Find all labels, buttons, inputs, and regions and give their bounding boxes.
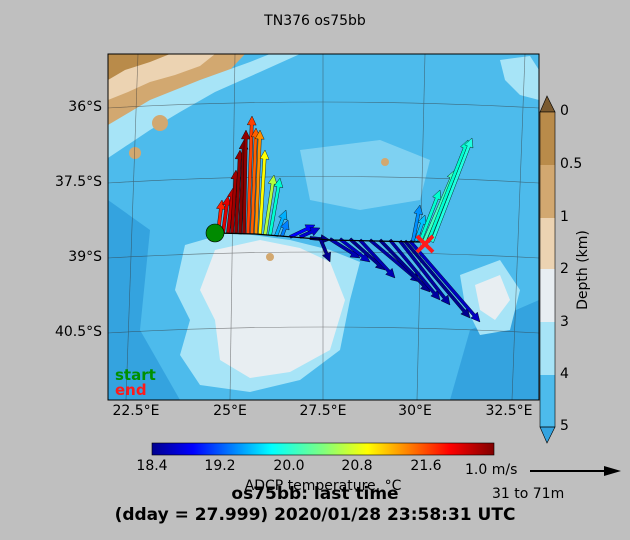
depth-colorbar — [539, 95, 556, 444]
lon-label-30e: 30°E — [398, 403, 432, 419]
lon-label-32-5e: 32.5°E — [485, 403, 533, 419]
lon-label-22-5e: 22.5°E — [112, 403, 160, 419]
legend-end: end — [115, 381, 147, 399]
lat-label-39s: 39°S — [68, 249, 102, 265]
temp-tick-21-6: 21.6 — [410, 458, 442, 474]
seamount-4 — [381, 158, 389, 166]
rise-north — [500, 56, 539, 100]
velocity-arrow — [299, 227, 321, 239]
velocity-arrow — [318, 237, 331, 263]
temp-colorbar-label: ADCP temperature, °C — [244, 478, 402, 494]
figure-title: TN376 os75bb — [264, 13, 366, 29]
depth-range-label: 31 to 71m — [492, 486, 565, 502]
abyssal-east — [450, 300, 539, 400]
velocity-arrow — [274, 209, 288, 237]
lon-label-25e: 25°E — [213, 403, 247, 419]
scale-arrow — [530, 466, 621, 476]
velocity-arrow — [414, 214, 427, 242]
velocity-arrow — [358, 238, 396, 279]
lon-label-27-5e: 27.5°E — [299, 403, 347, 419]
depth-tick-4: 4 — [560, 366, 569, 382]
start-marker — [205, 223, 225, 243]
velocity-arrow — [418, 189, 442, 243]
lat-label-40-5s: 40.5°S — [54, 324, 102, 340]
velocity-arrow — [388, 238, 441, 301]
velocity-arrow — [240, 129, 251, 235]
caption-line-2: (dday = 27.999) 2020/01/28 23:58:31 UTC — [114, 505, 516, 525]
rise-east-core — [475, 275, 510, 320]
velocity-arrow — [398, 239, 451, 306]
abyssal-plain — [108, 200, 180, 400]
velocity-arrow — [403, 239, 471, 319]
lat-label-36s: 36°S — [68, 99, 102, 115]
legend-start: start — [115, 366, 156, 384]
scale-speed-label: 1.0 m/s — [465, 462, 518, 478]
velocity-vectors — [216, 115, 481, 323]
velocity-arrow — [411, 204, 423, 242]
depth-tick-0-5: 0.5 — [560, 156, 583, 172]
velocity-arrow — [254, 129, 265, 235]
depth-colorbar-label: Depth (km) — [575, 230, 591, 310]
lat-label-37-5s: 37.5°S — [54, 174, 102, 190]
seamount-2 — [129, 147, 141, 159]
velocity-arrow — [263, 174, 278, 236]
velocity-arrow — [430, 137, 474, 243]
depth-tick-3: 3 — [560, 314, 569, 330]
upland-north — [108, 54, 170, 80]
temp-tick-20-8: 20.8 — [341, 458, 373, 474]
velocity-arrow — [408, 239, 481, 323]
velocity-arrow — [289, 224, 316, 239]
midwater-band — [300, 140, 430, 210]
depth-tick-1: 1 — [560, 209, 569, 225]
end-marker — [415, 234, 435, 254]
temp-tick-19-2: 19.2 — [204, 458, 236, 474]
depth-tick-0: 0 — [560, 103, 569, 119]
velocity-arrow — [280, 219, 290, 237]
velocity-arrow — [258, 149, 270, 235]
seamount-3 — [266, 253, 274, 261]
temp-tick-20-0: 20.0 — [273, 458, 305, 474]
seamount-1 — [152, 115, 168, 131]
temp-tick-18-4: 18.4 — [136, 458, 168, 474]
temperature-colorbar — [151, 442, 495, 456]
depth-tick-2: 2 — [560, 261, 569, 277]
velocity-arrow — [246, 115, 257, 235]
caption-line-1: os75bb: last time — [231, 484, 399, 504]
ship-track — [214, 232, 421, 243]
velocity-arrow — [268, 177, 284, 236]
depth-tick-5: 5 — [560, 418, 569, 434]
plateau-core — [200, 240, 345, 378]
